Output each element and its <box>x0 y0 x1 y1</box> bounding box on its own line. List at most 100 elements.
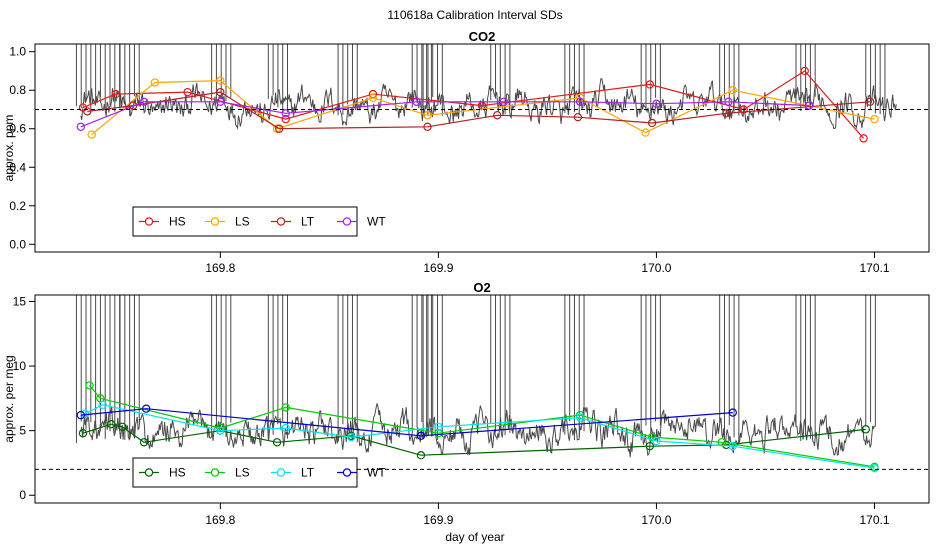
data-point <box>281 109 290 118</box>
legend-label: WT <box>367 215 386 229</box>
data-point <box>111 89 120 99</box>
y-axis-label: approx. per meg <box>2 355 16 442</box>
data-point <box>281 423 290 433</box>
data-point <box>98 400 107 410</box>
figure-suptitle: 110618a Calibration Interval SDs <box>387 8 562 22</box>
data-point <box>346 432 356 442</box>
data-point <box>412 97 421 106</box>
series-line <box>89 385 875 468</box>
data-point <box>139 438 149 447</box>
x-tick-label: 170.1 <box>859 261 889 275</box>
y-tick-label: 0.0 <box>9 237 26 251</box>
data-point <box>870 463 879 473</box>
data-point <box>647 118 657 128</box>
legend-marker <box>342 217 352 226</box>
data-point <box>76 122 85 132</box>
data-point <box>118 422 127 431</box>
x-tick-label: 170.0 <box>641 261 671 275</box>
data-point <box>281 114 290 124</box>
x-tick-label: 169.9 <box>423 513 453 527</box>
y-tick-label: 15 <box>13 294 27 308</box>
data-point <box>107 419 116 429</box>
data-point <box>722 109 731 118</box>
plot-area <box>75 44 897 143</box>
co2-panel: CO2 approx. ppm 0.0 0.2 0.4 0.6 0.8 1.0 169.8 169… <box>2 29 930 275</box>
legend: HS LS LT WT <box>132 206 386 237</box>
data-point <box>865 97 875 106</box>
data-point <box>645 441 655 451</box>
data-point <box>78 429 88 438</box>
legend-label: LT <box>301 215 315 229</box>
data-point <box>434 429 443 438</box>
data-point <box>724 97 733 106</box>
data-point <box>493 111 502 120</box>
legend-marker <box>144 468 154 477</box>
data-point <box>216 87 225 97</box>
series-line <box>84 404 875 469</box>
data-point <box>423 122 432 132</box>
series-ls <box>87 76 879 139</box>
data-point <box>275 124 284 133</box>
data-point <box>272 438 282 447</box>
data-point <box>281 403 290 412</box>
y-tick-label: 5 <box>19 424 26 438</box>
plot-frame <box>34 43 930 253</box>
y-tick-label: 0.4 <box>9 160 26 174</box>
legend-box <box>132 206 358 237</box>
data-point <box>575 97 585 106</box>
panel-title: O2 <box>473 280 490 295</box>
data-point <box>575 410 585 420</box>
series-lt <box>83 87 875 133</box>
data-point <box>85 381 94 390</box>
series-line <box>91 79 875 135</box>
x-axis-label: day of year <box>445 530 504 544</box>
data-point <box>83 107 92 116</box>
series-hs <box>78 66 868 143</box>
data-point <box>216 426 225 435</box>
series-line <box>80 408 733 437</box>
data-point <box>645 80 655 89</box>
series-lt <box>80 400 879 473</box>
data-point <box>76 410 85 420</box>
x-tick-label: 169.9 <box>423 261 453 275</box>
series-line <box>80 101 810 128</box>
legend: HS LS LT WT <box>132 457 386 488</box>
legend-marker <box>210 468 220 477</box>
series-line <box>82 70 865 139</box>
data-point <box>139 97 149 106</box>
data-point <box>216 76 225 85</box>
x-tick-label: 170.1 <box>859 513 889 527</box>
plot-frame <box>34 294 930 504</box>
data-point <box>641 128 650 137</box>
data-point <box>728 408 737 417</box>
legend-marker <box>342 468 352 477</box>
legend-marker <box>276 217 286 226</box>
data-point <box>216 97 225 106</box>
data-point <box>150 78 160 87</box>
plot-area <box>75 295 879 473</box>
data-point <box>368 93 378 103</box>
data-point <box>859 134 868 143</box>
data-point <box>861 425 870 434</box>
data-point <box>183 87 192 97</box>
y-tick-label: 0 <box>19 488 26 502</box>
legend-marker <box>144 217 154 226</box>
x-tick-label: 169.8 <box>205 261 235 275</box>
y-tick-label: 1.0 <box>9 45 26 59</box>
data-point <box>573 112 583 122</box>
y-tick-label: 0.8 <box>9 83 26 97</box>
panel-title: CO2 <box>469 29 496 44</box>
data-point <box>499 97 509 106</box>
data-point <box>416 431 426 441</box>
y-axis-label: approx. ppm <box>2 115 16 182</box>
legend-label: LT <box>301 466 315 480</box>
data-point <box>804 101 814 110</box>
legend-label: WT <box>367 466 386 480</box>
data-point <box>87 130 96 139</box>
x-tick-label: 170.0 <box>641 513 671 527</box>
legend-label: HS <box>169 215 186 229</box>
legend-label: HS <box>169 466 186 480</box>
data-point <box>800 66 809 76</box>
data-point <box>652 436 661 446</box>
